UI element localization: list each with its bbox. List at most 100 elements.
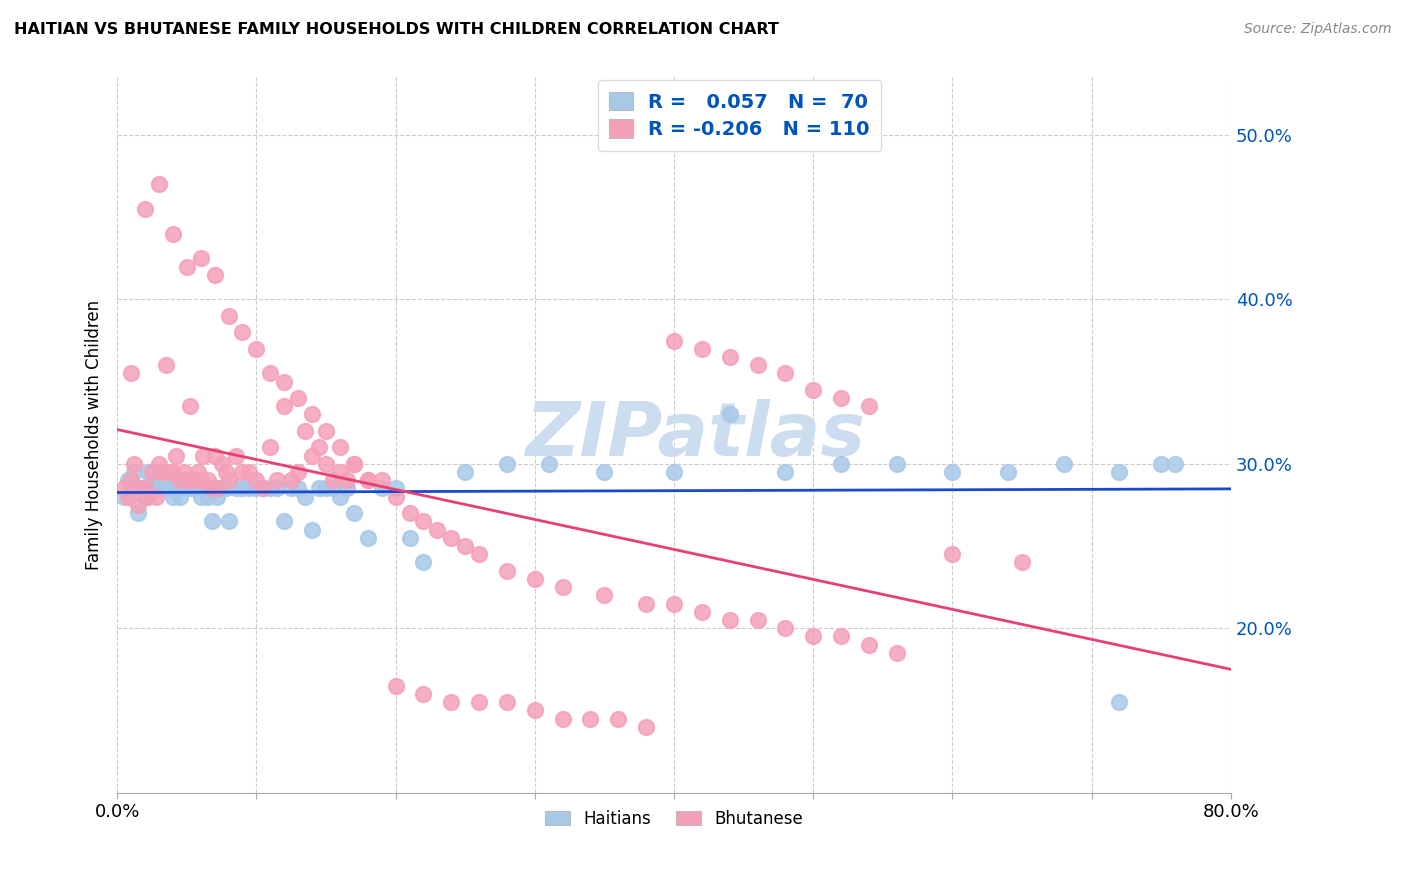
Text: Source: ZipAtlas.com: Source: ZipAtlas.com [1244, 22, 1392, 37]
Point [159, 482, 181, 496]
Point [141, 482, 163, 496]
Point [370, 482, 392, 496]
Point [537, 457, 560, 471]
Point [179, 482, 201, 496]
Point [412, 514, 434, 528]
Point [120, 482, 142, 496]
Point [454, 539, 477, 553]
Point [294, 490, 316, 504]
Point [148, 178, 170, 192]
Point [231, 482, 253, 496]
Point [231, 326, 253, 340]
Point [211, 457, 233, 471]
Point [280, 473, 302, 487]
Y-axis label: Family Households with Children: Family Households with Children [86, 300, 103, 570]
Point [718, 350, 741, 364]
Point [384, 679, 406, 693]
Point [941, 547, 963, 561]
Point [117, 473, 139, 487]
Point [1053, 457, 1076, 471]
Point [308, 441, 330, 455]
Point [440, 531, 463, 545]
Point [136, 465, 159, 479]
Point [112, 482, 135, 496]
Point [858, 399, 880, 413]
Point [176, 473, 198, 487]
Point [775, 621, 797, 635]
Point [357, 531, 380, 545]
Point [496, 564, 519, 578]
Point [259, 367, 281, 381]
Point [775, 465, 797, 479]
Point [225, 482, 247, 496]
Point [718, 613, 741, 627]
Point [523, 703, 546, 717]
Point [225, 449, 247, 463]
Point [273, 514, 295, 528]
Point [343, 457, 366, 471]
Point [134, 490, 156, 504]
Point [193, 449, 215, 463]
Point [858, 638, 880, 652]
Point [252, 482, 274, 496]
Point [201, 514, 224, 528]
Point [252, 482, 274, 496]
Point [145, 490, 167, 504]
Point [551, 580, 574, 594]
Point [370, 473, 392, 487]
Point [315, 424, 337, 438]
Point [329, 490, 352, 504]
Point [218, 309, 240, 323]
Point [150, 473, 173, 487]
Point [440, 695, 463, 709]
Point [238, 465, 260, 479]
Point [197, 490, 219, 504]
Text: HAITIAN VS BHUTANESE FAMILY HOUSEHOLDS WITH CHILDREN CORRELATION CHART: HAITIAN VS BHUTANESE FAMILY HOUSEHOLDS W… [14, 22, 779, 37]
Point [496, 457, 519, 471]
Point [207, 482, 229, 496]
Point [747, 358, 769, 372]
Point [830, 630, 852, 644]
Point [122, 465, 145, 479]
Point [384, 482, 406, 496]
Point [266, 482, 288, 496]
Point [112, 490, 135, 504]
Point [179, 399, 201, 413]
Point [150, 465, 173, 479]
Point [1164, 457, 1187, 471]
Point [322, 482, 344, 496]
Point [454, 465, 477, 479]
Point [187, 482, 209, 496]
Point [636, 597, 658, 611]
Point [468, 695, 491, 709]
Point [159, 465, 181, 479]
Point [886, 646, 908, 660]
Point [329, 465, 352, 479]
Point [148, 482, 170, 496]
Point [690, 605, 713, 619]
Point [117, 490, 139, 504]
Point [201, 482, 224, 496]
Point [218, 514, 240, 528]
Point [398, 506, 420, 520]
Point [190, 490, 212, 504]
Point [131, 482, 153, 496]
Point [204, 268, 226, 282]
Point [662, 334, 685, 348]
Point [127, 498, 149, 512]
Point [468, 547, 491, 561]
Point [162, 465, 184, 479]
Point [162, 227, 184, 241]
Point [245, 473, 267, 487]
Point [801, 630, 824, 644]
Point [122, 457, 145, 471]
Point [329, 441, 352, 455]
Point [141, 465, 163, 479]
Point [131, 482, 153, 496]
Point [718, 408, 741, 422]
Point [238, 482, 260, 496]
Point [127, 506, 149, 520]
Point [343, 506, 366, 520]
Point [593, 465, 616, 479]
Point [662, 465, 685, 479]
